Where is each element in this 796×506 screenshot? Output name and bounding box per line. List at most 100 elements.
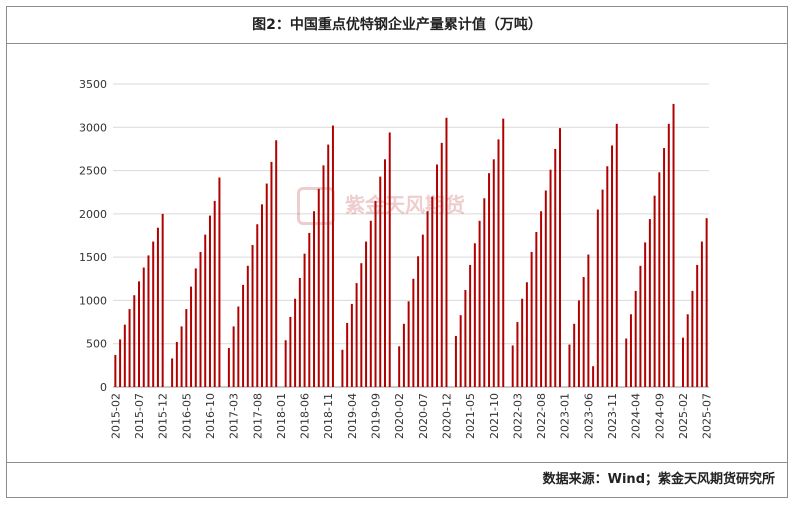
bar (294, 298, 297, 387)
x-tick-label: 2018-11 (322, 393, 335, 439)
bar (407, 301, 410, 387)
source-note: 数据来源：Wind；紫金天风期货研究所 (542, 472, 775, 487)
bar (308, 232, 311, 387)
bar (459, 315, 462, 387)
bar (147, 255, 150, 387)
bar (658, 172, 661, 387)
bar (317, 188, 320, 387)
bar (629, 314, 632, 387)
y-tick-label: 3000 (79, 121, 107, 134)
bar (284, 340, 287, 387)
x-tick-label: 2023-06 (582, 393, 595, 439)
bar (119, 339, 122, 387)
bar (190, 286, 193, 387)
bar (445, 117, 448, 388)
bar (436, 164, 439, 387)
bar (686, 314, 689, 387)
x-tick-label: 2018-06 (299, 393, 312, 439)
bar (142, 267, 145, 387)
bar (360, 263, 363, 387)
bar (653, 195, 656, 387)
bar (369, 220, 372, 387)
x-tick-label: 2017-08 (251, 393, 264, 439)
bar (355, 283, 358, 387)
bar (705, 218, 708, 387)
bar (417, 256, 420, 387)
bar (691, 290, 694, 387)
bar (644, 242, 647, 387)
bar (208, 215, 211, 387)
x-tick-label: 2020-07 (417, 393, 430, 439)
x-tick-label: 2019-04 (346, 393, 359, 439)
chart-frame: 图2：中国重点优特钢企业产量累计值（万吨） 0 500 1000 1500 2000 25… (6, 6, 788, 498)
chart-area: 0 500 1000 1500 2000 2500 3000 3500 2015-02 2015-… (7, 44, 787, 464)
x-tick-label: 2016-05 (180, 393, 193, 439)
bar (133, 295, 136, 387)
x-tick-label: 2016-10 (204, 393, 217, 439)
bar (540, 211, 543, 387)
bar (464, 290, 467, 387)
bar (350, 303, 353, 387)
y-tick-label: 3500 (79, 78, 107, 91)
bar (554, 148, 557, 387)
bar (194, 268, 197, 387)
bar (242, 284, 245, 387)
bar (431, 196, 434, 387)
bar (681, 337, 684, 387)
x-tick-label: 2015-02 (109, 393, 122, 439)
x-tick-label: 2023-01 (559, 393, 572, 439)
bar (577, 300, 580, 387)
bar (582, 277, 585, 387)
bar (667, 123, 670, 387)
bar (218, 177, 221, 387)
x-tick-label: 2015-12 (157, 393, 170, 439)
bar (511, 345, 514, 387)
x-tick-label: 2021-10 (488, 393, 501, 439)
x-tick-label: 2023-11 (606, 393, 619, 439)
x-tick-label: 2018-01 (275, 393, 288, 439)
y-tick-label: 2500 (79, 165, 107, 178)
bar (227, 348, 230, 387)
bar (625, 338, 628, 387)
bar (365, 241, 368, 387)
bar (265, 183, 268, 387)
y-tick-label: 0 (100, 381, 107, 394)
bar (568, 344, 571, 387)
bar (171, 358, 174, 387)
bar (596, 209, 599, 387)
bar (516, 322, 519, 387)
bar (615, 123, 618, 387)
bar (587, 254, 590, 387)
bar (289, 316, 292, 387)
bar (232, 326, 235, 387)
bar (128, 309, 131, 387)
bar (559, 128, 561, 387)
x-tick-label: 2022-08 (535, 393, 548, 439)
bar (530, 251, 533, 387)
bar (261, 204, 263, 387)
x-tick-label: 2019-09 (370, 393, 383, 439)
bar (497, 139, 500, 387)
x-tick-label: 2025-02 (677, 393, 690, 439)
bar-chart: 0 500 1000 1500 2000 2500 3000 3500 2015-02 2015-… (79, 78, 714, 439)
bar (488, 173, 491, 387)
bar (199, 251, 202, 387)
bar (544, 190, 547, 387)
bar (549, 169, 552, 387)
bar (421, 234, 424, 387)
x-tick-label: 2017-03 (228, 393, 241, 439)
bar (478, 220, 481, 387)
bar (648, 219, 651, 387)
bar (700, 241, 703, 387)
source-bar: 数据来源：Wind；紫金天风期货研究所 (7, 462, 787, 497)
bar (341, 349, 344, 387)
bar (383, 159, 386, 387)
bar (473, 243, 476, 387)
bar (275, 140, 278, 387)
bar (696, 264, 699, 387)
y-tick-label: 1500 (79, 251, 107, 264)
bar (611, 145, 614, 387)
bar (270, 161, 273, 387)
bar (601, 189, 604, 387)
bar (402, 323, 405, 387)
